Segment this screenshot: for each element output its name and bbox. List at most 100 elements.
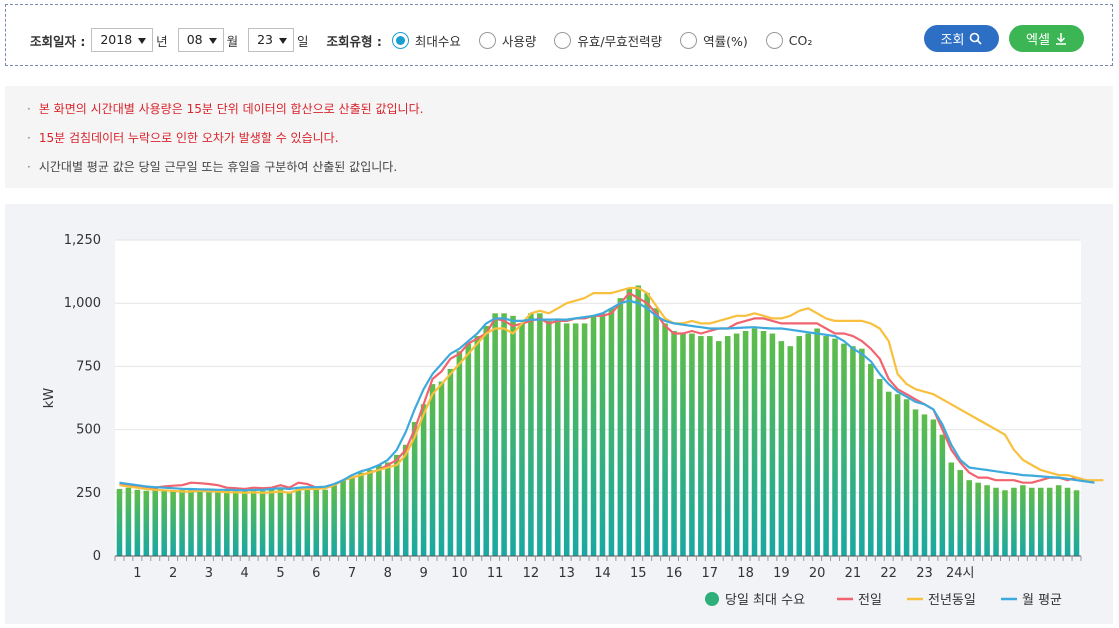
demand-bar — [232, 490, 239, 556]
radio-label: 역률(%) — [703, 33, 748, 49]
demand-bar — [617, 298, 624, 556]
demand-bar — [635, 285, 642, 556]
y-tick-label: 1,250 — [64, 233, 101, 248]
demand-bar — [671, 331, 677, 556]
bullet: · — [27, 131, 31, 145]
demand-bar — [572, 323, 579, 556]
x-tick-label: 1 — [133, 566, 141, 581]
demand-bar — [1011, 487, 1017, 556]
demand-bar — [295, 487, 302, 556]
x-tick-label: 23 — [916, 566, 933, 581]
demand-bar — [689, 333, 695, 556]
demand-bar — [340, 480, 346, 556]
demand-bar — [662, 323, 668, 556]
demand-bar — [1029, 487, 1035, 556]
demand-bar — [912, 409, 919, 556]
demand-bar — [1002, 490, 1008, 556]
demand-bar — [206, 490, 212, 556]
x-tick-label: 19 — [773, 566, 790, 581]
demand-bar — [250, 490, 257, 556]
chart-panel: 0 250 500 750 1,000 1,250 kW 1 2 3 4 5 6 7 8 9 10 11 12 13 1… — [5, 204, 1113, 624]
demand-bar — [259, 490, 266, 556]
month-unit: 월 — [226, 33, 239, 49]
demand-bar — [313, 489, 320, 556]
demand-bar — [170, 490, 176, 556]
demand-bar — [519, 323, 525, 556]
demand-bar — [876, 379, 883, 556]
demand-bar — [787, 346, 794, 556]
demand-bar — [501, 313, 507, 556]
demand-bar — [143, 490, 150, 556]
demand-bar — [707, 336, 713, 556]
search-panel: 조회일자 : 2018 년 08 월 23 일 조회유형 : 최대수요 사용량 … — [5, 4, 1113, 66]
demand-bar — [554, 318, 561, 556]
x-tick-label: 5 — [276, 566, 284, 581]
demand-bar — [608, 308, 615, 556]
x-tick-label: 17 — [702, 566, 719, 581]
demand-bar — [814, 328, 820, 556]
demand-bar — [590, 315, 597, 556]
search-button[interactable]: 조회 — [924, 25, 999, 52]
x-tick-label: 7 — [348, 566, 356, 581]
demand-bar — [447, 368, 454, 556]
day-unit: 일 — [297, 33, 309, 49]
y-tick-label: 1,000 — [64, 296, 101, 311]
demand-bar — [286, 491, 293, 556]
demand-bar — [724, 336, 731, 556]
radio-power[interactable]: 유효/무효전력량 — [554, 31, 662, 50]
excel-download-button[interactable]: 엑셀 — [1009, 25, 1084, 52]
y-tick-label: 500 — [76, 423, 101, 438]
prev-year-line — [119, 286, 1104, 494]
demand-bar — [885, 391, 892, 556]
year-select[interactable]: 2018 — [91, 28, 154, 52]
radio-usage[interactable]: 사용량 — [478, 31, 536, 50]
demand-bar — [563, 323, 570, 556]
demand-bar — [188, 489, 194, 556]
demand-bar — [939, 434, 946, 556]
notice-box: · 본 화면의 시간대별 사용량은 15분 단위 데이터의 합산으로 산출된 값… — [5, 86, 1113, 188]
demand-bar — [626, 288, 633, 556]
x-tick-label: 14 — [594, 566, 611, 581]
radio-label: 유효/무효전력량 — [577, 33, 663, 49]
demand-bar — [760, 331, 767, 556]
y-axis-label: kW — [42, 388, 57, 409]
search-row: 조회일자 : 2018 년 08 월 23 일 조회유형 : 최대수요 사용량 … — [30, 27, 830, 53]
radio-power-factor[interactable]: 역률(%) — [680, 31, 748, 50]
legend-bar-marker — [705, 592, 719, 606]
radio-max-demand[interactable]: 최대수요 — [391, 31, 461, 50]
demand-bar — [993, 487, 999, 556]
x-tick-label: 11 — [487, 566, 504, 581]
demand-bar — [894, 394, 901, 556]
x-tick-label: 24시 — [946, 566, 975, 581]
demand-bar — [456, 351, 463, 556]
demand-bar — [215, 489, 221, 556]
demand-bar — [268, 489, 275, 556]
month-avg-line — [119, 299, 1095, 492]
x-tick-label: 13 — [558, 566, 575, 581]
search-button-label: 조회 — [940, 33, 965, 48]
demand-bar — [841, 343, 847, 556]
demand-bar — [644, 293, 650, 556]
legend-label: 전일 — [858, 593, 882, 608]
demand-bar — [653, 308, 659, 556]
demand-bar — [393, 454, 400, 556]
demand-bar — [277, 489, 284, 556]
day-select[interactable]: 23 — [248, 28, 295, 52]
demand-bar — [680, 333, 686, 556]
notice-text: 본 화면의 시간대별 사용량은 15분 단위 데이터의 합산으로 산출된 값입니… — [38, 102, 424, 116]
demand-bar — [546, 320, 552, 556]
notice-text: 시간대별 평균 값은 당일 근무일 또는 휴일을 구분하여 산출된 값입니다. — [38, 160, 398, 174]
legend-label: 월 평균 — [1022, 593, 1062, 608]
demand-bar — [1037, 487, 1044, 556]
demand-bar — [483, 325, 489, 556]
month-select[interactable]: 08 — [177, 28, 224, 52]
search-icon — [970, 32, 983, 45]
radio-icon — [478, 31, 496, 49]
demand-bar — [1055, 485, 1062, 556]
demand-bar — [859, 348, 865, 556]
demand-bar — [930, 419, 937, 556]
radio-icon — [765, 31, 783, 49]
demand-bar — [715, 341, 722, 556]
radio-co2[interactable]: CO₂ — [765, 31, 812, 49]
